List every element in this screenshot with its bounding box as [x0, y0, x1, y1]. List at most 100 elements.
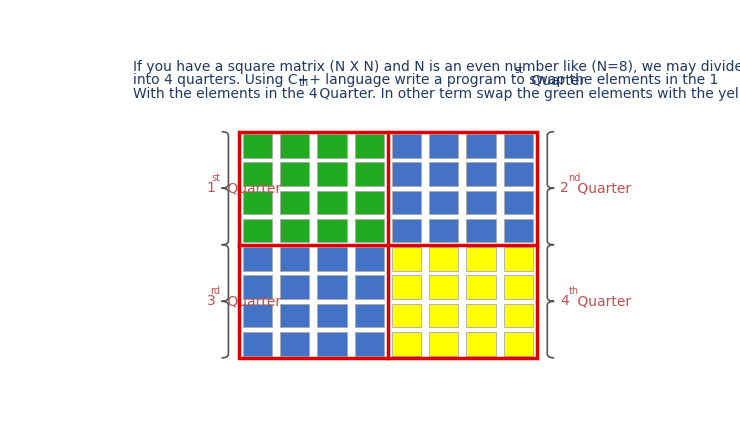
Bar — [429, 332, 458, 356]
Bar — [239, 330, 276, 358]
Bar — [351, 216, 388, 245]
Bar — [388, 245, 425, 273]
Text: Quarter: Quarter — [223, 181, 281, 195]
Bar — [351, 330, 388, 358]
Bar — [392, 247, 421, 271]
Bar — [313, 188, 351, 216]
Bar — [317, 247, 346, 271]
Bar — [466, 247, 496, 271]
Text: If you have a square matrix (N X N) and N is an even number like (N=8), we may d: If you have a square matrix (N X N) and … — [132, 60, 740, 74]
Bar — [313, 132, 351, 160]
Bar — [354, 162, 384, 186]
Text: Quarter: Quarter — [223, 294, 281, 308]
Bar — [313, 160, 351, 188]
Bar — [462, 273, 500, 302]
Bar — [388, 216, 425, 245]
Bar — [317, 304, 346, 327]
Bar — [243, 134, 272, 158]
Bar — [429, 134, 458, 158]
Bar — [392, 162, 421, 186]
Bar — [500, 188, 537, 216]
Bar — [392, 134, 421, 158]
Text: 1: 1 — [207, 181, 216, 195]
Bar — [388, 188, 425, 216]
Bar — [504, 162, 533, 186]
Bar — [276, 245, 313, 273]
Bar — [429, 247, 458, 271]
Bar — [462, 245, 500, 273]
Bar — [317, 134, 346, 158]
Bar — [239, 188, 276, 216]
Bar — [313, 273, 351, 302]
Text: rd: rd — [210, 286, 221, 296]
Bar — [504, 332, 533, 356]
Bar — [243, 247, 272, 271]
Bar — [313, 302, 351, 330]
Bar — [425, 160, 462, 188]
Bar — [354, 304, 384, 327]
Bar — [317, 332, 346, 356]
Bar — [351, 160, 388, 188]
Bar — [313, 330, 351, 358]
Bar — [425, 245, 462, 273]
Bar — [276, 302, 313, 330]
Text: 3: 3 — [207, 294, 216, 308]
Bar — [425, 273, 462, 302]
Bar — [425, 302, 462, 330]
Text: 4: 4 — [560, 294, 568, 308]
Bar — [504, 134, 533, 158]
Bar — [280, 247, 309, 271]
Bar — [280, 304, 309, 327]
Bar — [276, 330, 313, 358]
Text: into 4 quarters. Using C++ language write a program to swap the elements in the : into 4 quarters. Using C++ language writ… — [132, 73, 718, 87]
Bar — [317, 275, 346, 299]
Bar — [462, 330, 500, 358]
Bar — [280, 134, 309, 158]
Bar — [276, 160, 313, 188]
Bar — [243, 332, 272, 356]
Bar — [351, 132, 388, 160]
Bar — [354, 134, 384, 158]
Bar — [313, 216, 351, 245]
Bar — [462, 132, 500, 160]
Bar — [504, 219, 533, 242]
Bar — [425, 188, 462, 216]
Bar — [351, 302, 388, 330]
Text: th: th — [568, 286, 579, 296]
Text: 2: 2 — [560, 181, 568, 195]
Bar — [243, 191, 272, 214]
Bar — [429, 304, 458, 327]
Bar — [392, 332, 421, 356]
Bar — [351, 188, 388, 216]
Bar — [425, 132, 462, 160]
Bar — [239, 245, 276, 273]
Bar — [500, 302, 537, 330]
Bar — [500, 273, 537, 302]
Bar — [392, 304, 421, 327]
Bar — [317, 191, 346, 214]
Bar — [504, 275, 533, 299]
Bar — [276, 273, 313, 302]
Bar — [239, 216, 276, 245]
Bar — [500, 216, 537, 245]
Bar — [351, 245, 388, 273]
Bar — [354, 191, 384, 214]
Bar — [500, 330, 537, 358]
Bar — [280, 275, 309, 299]
Bar — [466, 134, 496, 158]
Bar — [354, 275, 384, 299]
Bar — [466, 304, 496, 327]
Bar — [276, 216, 313, 245]
Bar — [239, 273, 276, 302]
Bar — [504, 191, 533, 214]
Bar — [276, 132, 313, 160]
Bar — [243, 304, 272, 327]
Bar — [392, 219, 421, 242]
Bar — [425, 330, 462, 358]
Bar — [280, 162, 309, 186]
Bar — [388, 132, 425, 160]
Bar — [354, 332, 384, 356]
Bar — [280, 191, 309, 214]
Bar — [239, 132, 276, 160]
Bar — [466, 162, 496, 186]
